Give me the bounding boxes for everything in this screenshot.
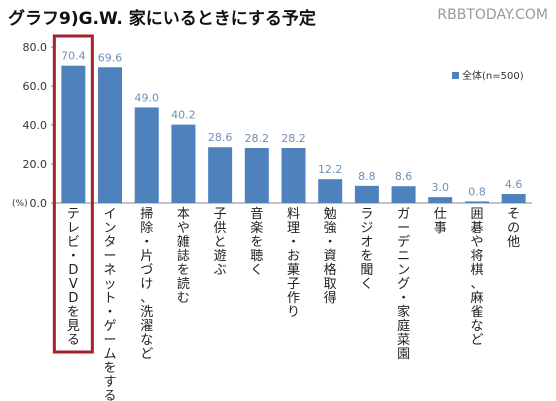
data-label: 8.8 [358,170,376,183]
data-label: 0.8 [468,185,486,198]
highlight-box [52,34,94,354]
data-label: 4.6 [505,178,523,191]
y-tick-label: 40.0 [23,119,48,132]
data-label: 12.2 [318,163,343,176]
data-label: 28.6 [208,131,233,144]
legend-swatch [452,72,459,79]
category-label: その他 [507,207,520,250]
bar [428,197,453,203]
bar [391,186,416,203]
bar [281,148,306,203]
bar [134,107,159,203]
y-tick-label: 80.0 [23,41,48,54]
data-label: 40.2 [171,109,196,122]
bar [61,65,86,203]
unit-label: (%) [12,199,28,209]
bar [208,147,233,203]
category-label: インターネット・ゲームをする [104,207,117,401]
category-label: ラジオを聞く [360,207,373,292]
data-label: 8.6 [395,170,413,183]
category-label: 子供と遊ぶ [214,207,227,278]
data-label: 49.0 [134,91,159,104]
category-labels: テレビ・ D V D を見る インターネット・ゲームをする 掃除・片づけ、洗濯など 本や雑誌を… [67,206,520,401]
data-label: 69.6 [98,51,123,64]
data-labels: 70.4 69.6 49.0 40.2 28.6 28.2 28.2 12.2 8.8 8.6 3.… [61,50,522,199]
data-label: 3.0 [432,181,450,194]
bar [318,179,343,203]
legend: 全体(n=500) [452,69,524,82]
y-tick-label: 60.0 [23,80,48,93]
legend-label: 全体(n=500) [462,69,524,82]
category-label: 囲碁や将棋、麻雀など [470,207,483,348]
category-label: 本や雑誌を読む [177,207,190,306]
bar [98,67,123,203]
data-label: 70.4 [61,50,86,63]
bar [464,201,489,203]
category-label: 勉強・資格取得 [324,207,337,306]
bar [354,185,379,203]
category-label: テレビ・ D V D を見る [67,207,80,348]
watermark: RBBTODAY.COM [437,7,548,23]
category-label: 掃除・片づけ、洗濯など [140,206,153,362]
data-label: 28.2 [281,132,306,145]
bar-series [61,65,526,203]
y-tick-label: 20.0 [23,158,48,171]
category-label: 料理・お菓子作り [287,207,300,320]
bar [244,148,269,203]
y-tick-label: 0.0 [30,197,48,210]
bar [501,194,526,203]
data-label: 28.2 [245,132,270,145]
y-axis: 0.0 20.0 40.0 60.0 80.0 [23,41,532,210]
chart-title: グラフ9)G.W. 家にいるときにする予定 [8,8,316,29]
category-label: 音楽を聴く [250,206,263,278]
category-label: ガーデニング・家庭菜園 [397,207,410,362]
category-label: 仕事 [434,207,447,236]
bar [171,124,196,203]
